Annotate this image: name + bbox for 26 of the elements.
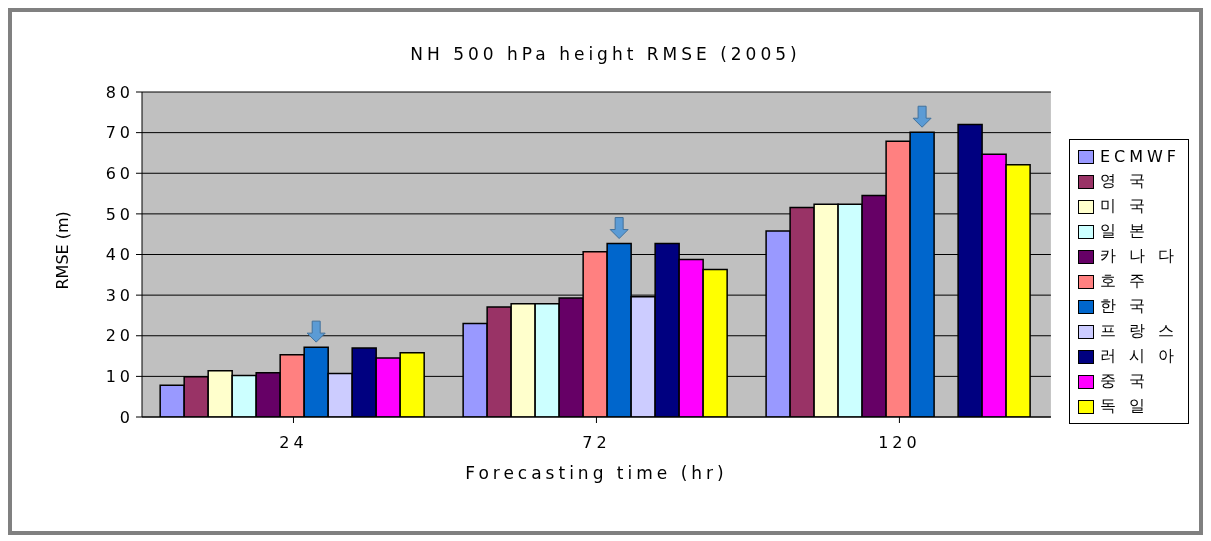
y-tick-label: 70 bbox=[105, 123, 134, 143]
legend-label: 러 시 아 bbox=[1099, 346, 1179, 367]
x-axis-title: Forecasting time (hr) bbox=[465, 463, 728, 483]
legend-label: 독 일 bbox=[1099, 396, 1149, 417]
x-tick-label: 24 bbox=[279, 433, 308, 453]
legend-label: 중 국 bbox=[1099, 371, 1149, 392]
y-tick-label: 20 bbox=[105, 326, 134, 346]
y-tick-label: 50 bbox=[105, 204, 134, 224]
legend-label: 일 본 bbox=[1099, 221, 1149, 242]
legend-label: 프 랑 스 bbox=[1099, 321, 1179, 342]
legend-label: 카 나 다 bbox=[1099, 246, 1179, 267]
legend-label: ECMWF bbox=[1099, 147, 1180, 166]
x-tick-label: 72 bbox=[582, 433, 611, 453]
y-tick-label: 0 bbox=[119, 407, 134, 427]
legend-label: 호 주 bbox=[1099, 271, 1149, 292]
y-tick-label: 30 bbox=[105, 285, 134, 305]
legend-label: 영 국 bbox=[1099, 171, 1149, 192]
chart-title: NH 500 hPa height RMSE (2005) bbox=[409, 44, 802, 66]
legend-label: 미 국 bbox=[1099, 196, 1149, 217]
y-tick-label: 60 bbox=[105, 163, 134, 183]
y-tick-label: 10 bbox=[105, 367, 134, 387]
y-axis-title: RMSE (m) bbox=[52, 211, 72, 290]
y-tick-label: 80 bbox=[105, 82, 134, 102]
x-tick-label: 120 bbox=[878, 433, 921, 453]
y-tick-label: 40 bbox=[105, 245, 134, 265]
legend-label: 한 국 bbox=[1099, 296, 1149, 317]
